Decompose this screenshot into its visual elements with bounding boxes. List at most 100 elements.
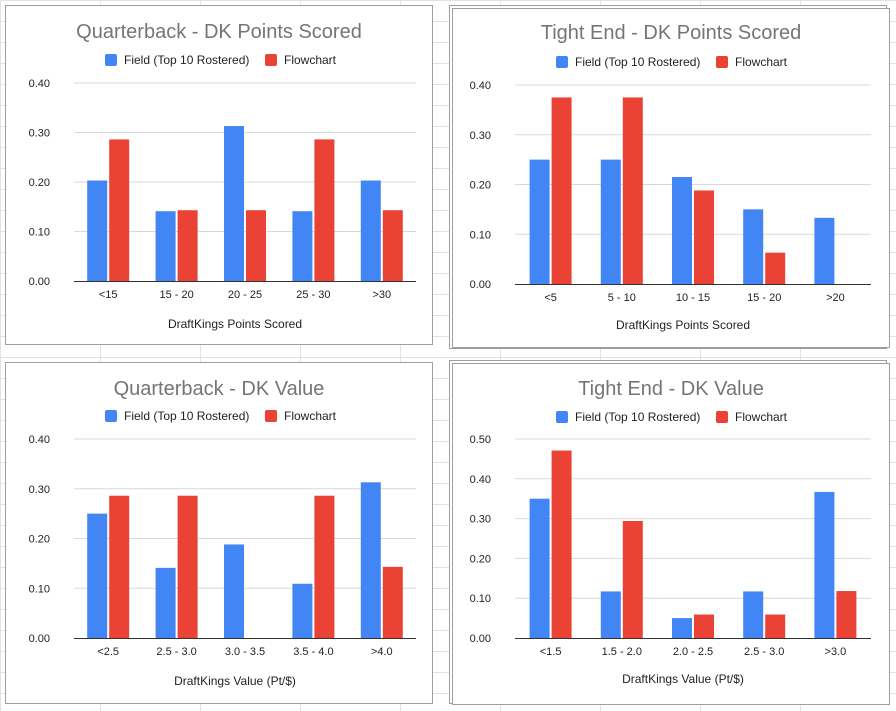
chart-panel-te-points[interactable]: Tight End - DK Points Scored Field (Top 1… — [452, 8, 890, 348]
chart-svg: Quarterback - DK Points Scored Field (Top… — [29, 21, 416, 331]
legend-label-flowchart: Flowchart — [735, 410, 788, 424]
bar-flowchart — [314, 139, 335, 281]
chart-svg: Tight End - DK Points Scored Field (Top 1… — [470, 22, 871, 332]
y-tick-label: 0.30 — [29, 484, 50, 496]
bar-field — [155, 567, 176, 638]
x-tick-label: 3.0 - 3.5 — [225, 646, 265, 658]
y-tick-label: 0.00 — [29, 633, 50, 645]
bar-field — [224, 544, 244, 638]
bar-field — [529, 498, 550, 638]
y-tick-label: 0.40 — [29, 434, 50, 446]
legend-swatch-field — [556, 411, 568, 423]
x-tick-label: 15 - 20 — [159, 289, 193, 301]
y-tick-label: 0.20 — [470, 553, 491, 565]
legend-swatch-flowchart — [716, 411, 728, 423]
x-tick-label: 1.5 - 2.0 — [602, 646, 642, 658]
legend-label-field: Field (Top 10 Rostered) — [575, 55, 700, 69]
bar-flowchart — [551, 450, 572, 638]
bar-field — [87, 180, 108, 281]
bar-field — [87, 513, 108, 638]
bar-flowchart — [177, 210, 198, 281]
y-tick-label: 0.40 — [470, 474, 491, 486]
bar-field — [600, 591, 621, 638]
bar-flowchart — [246, 210, 266, 281]
x-tick-label: 2.0 - 2.5 — [673, 646, 713, 658]
bar-flowchart — [765, 614, 786, 638]
x-tick-label: 20 - 25 — [228, 289, 262, 301]
y-tick-label: 0.10 — [470, 229, 491, 241]
bar-field — [743, 209, 764, 284]
bar-field — [814, 491, 835, 638]
x-tick-label: <2.5 — [97, 646, 119, 658]
y-tick-label: 0.20 — [470, 180, 491, 192]
x-tick-label: 15 - 20 — [747, 292, 781, 304]
y-tick-label: 0.40 — [470, 80, 491, 92]
chart-title: Tight End - DK Points Scored — [541, 22, 802, 44]
x-tick-label: 2.5 - 3.0 — [744, 646, 784, 658]
bar-field — [360, 180, 381, 281]
y-tick-label: 0.30 — [29, 128, 50, 140]
legend-swatch-field — [556, 56, 568, 68]
bar-flowchart — [765, 252, 786, 284]
bar-flowchart — [694, 614, 714, 638]
bar-flowchart — [382, 210, 403, 281]
y-tick-label: 0.10 — [470, 593, 491, 605]
bar-field — [292, 211, 313, 281]
x-tick-label: >20 — [826, 292, 845, 304]
x-tick-label: >4.0 — [371, 646, 393, 658]
x-axis-title: DraftKings Points Scored — [168, 317, 302, 331]
chart-title: Quarterback - DK Points Scored — [76, 21, 362, 43]
x-tick-label: <1.5 — [540, 646, 562, 658]
chart-panel-te-value[interactable]: Tight End - DK Value Field (Top 10 Roster… — [452, 363, 890, 705]
bar-field — [155, 211, 176, 281]
y-tick-label: 0.20 — [29, 177, 50, 189]
bar-flowchart — [382, 566, 403, 638]
chart-svg: Tight End - DK Value Field (Top 10 Roster… — [470, 378, 871, 686]
bar-flowchart — [177, 495, 198, 638]
legend-swatch-flowchart — [716, 56, 728, 68]
y-tick-label: 0.30 — [470, 514, 491, 526]
bar-flowchart — [622, 520, 643, 638]
bar-flowchart — [622, 97, 643, 284]
bar-field — [529, 159, 550, 284]
x-tick-label: 5 - 10 — [608, 292, 636, 304]
legend-label-flowchart: Flowchart — [284, 409, 337, 423]
legend-swatch-field — [105, 54, 117, 66]
y-tick-label: 0.00 — [470, 279, 491, 291]
y-tick-label: 0.00 — [29, 276, 50, 288]
legend-label-field: Field (Top 10 Rostered) — [124, 409, 249, 423]
bar-field — [224, 126, 244, 281]
legend-label-field: Field (Top 10 Rostered) — [575, 410, 700, 424]
legend-label-flowchart: Flowchart — [284, 53, 337, 67]
bar-field — [292, 583, 313, 638]
x-tick-label: 3.5 - 4.0 — [293, 646, 333, 658]
legend-label-field: Field (Top 10 Rostered) — [124, 53, 249, 67]
legend-label-flowchart: Flowchart — [735, 55, 788, 69]
chart-panel-qb-value[interactable]: Quarterback - DK Value Field (Top 10 Rost… — [5, 362, 433, 704]
legend-swatch-flowchart — [265, 54, 277, 66]
y-tick-label: 0.30 — [470, 130, 491, 142]
y-tick-label: 0.10 — [29, 227, 50, 239]
x-tick-label: 2.5 - 3.0 — [156, 646, 196, 658]
bar-flowchart — [694, 190, 714, 284]
chart-title: Quarterback - DK Value — [114, 378, 325, 400]
chart-panel-qb-points[interactable]: Quarterback - DK Points Scored Field (Top… — [5, 5, 433, 345]
legend-swatch-field — [105, 410, 117, 422]
bar-field — [672, 618, 692, 638]
y-tick-label: 0.20 — [29, 534, 50, 546]
x-tick-label: 10 - 15 — [676, 292, 710, 304]
bar-flowchart — [314, 495, 335, 638]
bar-flowchart — [109, 139, 130, 281]
x-tick-label: 25 - 30 — [296, 289, 330, 301]
x-tick-label: <15 — [99, 289, 118, 301]
bar-field — [672, 177, 692, 284]
chart-title: Tight End - DK Value — [578, 378, 764, 400]
bar-flowchart — [836, 591, 857, 638]
bar-field — [600, 159, 621, 284]
x-axis-title: DraftKings Value (Pt/$) — [174, 674, 296, 688]
bar-flowchart — [109, 495, 130, 638]
x-axis-title: DraftKings Value (Pt/$) — [622, 672, 744, 686]
x-axis-title: DraftKings Points Scored — [616, 318, 750, 332]
x-tick-label: <5 — [544, 292, 557, 304]
y-tick-label: 0.10 — [29, 583, 50, 595]
